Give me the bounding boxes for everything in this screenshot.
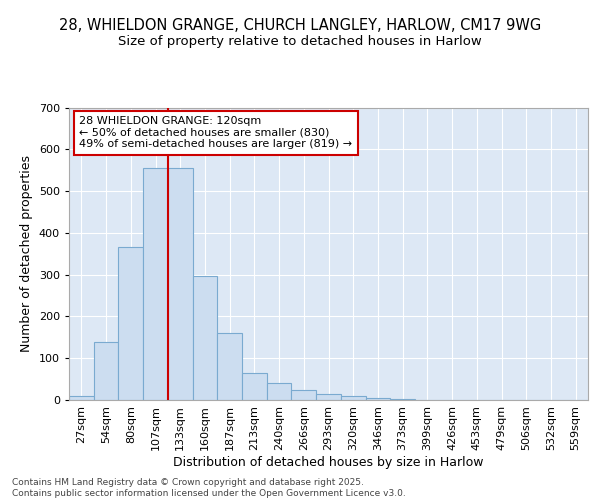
Text: 28, WHIELDON GRANGE, CHURCH LANGLEY, HARLOW, CM17 9WG: 28, WHIELDON GRANGE, CHURCH LANGLEY, HAR… [59,18,541,32]
Bar [292,390,316,400]
Bar [341,396,365,400]
Text: Size of property relative to detached houses in Harlow: Size of property relative to detached ho… [118,35,482,48]
Bar [118,248,143,400]
Bar [390,399,415,400]
X-axis label: Distribution of detached houses by size in Harlow: Distribution of detached houses by size … [173,456,484,468]
Bar [168,168,193,400]
Bar [193,276,217,400]
Bar [316,394,341,400]
Bar [143,168,168,400]
Bar [365,398,390,400]
Text: 28 WHIELDON GRANGE: 120sqm
← 50% of detached houses are smaller (830)
49% of sem: 28 WHIELDON GRANGE: 120sqm ← 50% of deta… [79,116,353,150]
Bar [69,396,94,400]
Bar [217,333,242,400]
Bar [267,384,292,400]
Bar [242,373,267,400]
Bar [94,342,118,400]
Y-axis label: Number of detached properties: Number of detached properties [20,155,33,352]
Text: Contains HM Land Registry data © Crown copyright and database right 2025.
Contai: Contains HM Land Registry data © Crown c… [12,478,406,498]
